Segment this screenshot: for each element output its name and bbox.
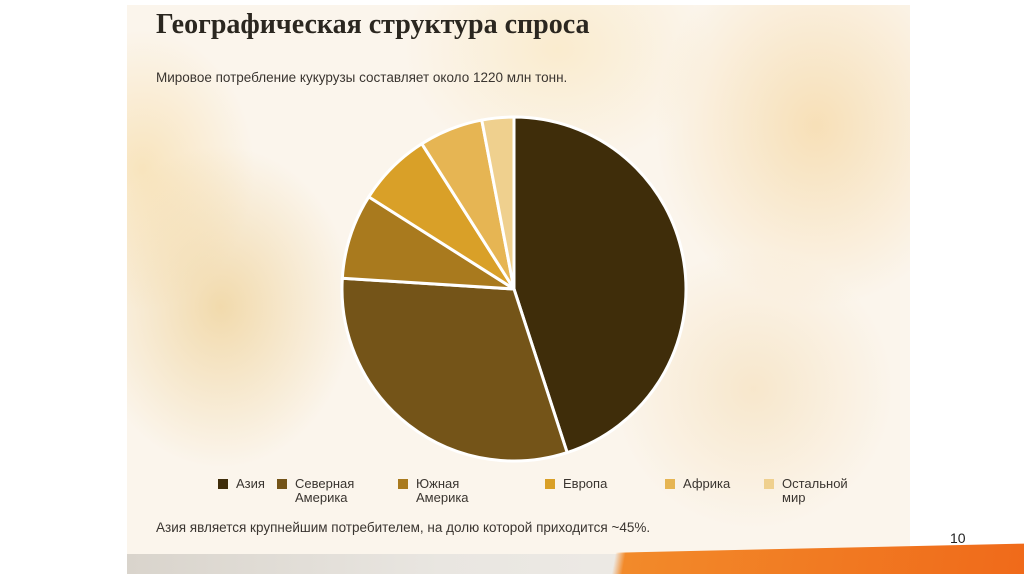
legend-label: Африка xyxy=(683,476,731,491)
legend-label-line2: Америка xyxy=(416,490,469,505)
slide-subtitle: Мировое потребление кукурузы составляет … xyxy=(156,70,568,85)
legend-swatch xyxy=(545,479,555,489)
legend-swatch xyxy=(277,479,287,489)
legend-label: Остальной xyxy=(782,476,848,491)
legend-label: Азия xyxy=(236,476,265,491)
legend-swatch xyxy=(764,479,774,489)
pie-slice-0 xyxy=(512,115,688,455)
legend-swatch xyxy=(665,479,675,489)
page-number: 10 xyxy=(950,530,966,546)
legend-label: Южная xyxy=(416,476,460,491)
slide: Географическая структура спроса Мировое … xyxy=(127,5,910,554)
pie-slice-5 xyxy=(480,115,516,291)
legend-label: Европа xyxy=(563,476,608,491)
pie-slice-1 xyxy=(340,276,569,463)
legend-swatch xyxy=(218,479,228,489)
legend-label-line2: мир xyxy=(782,490,806,505)
pie-chart xyxy=(340,115,688,463)
slide-note: Азия является крупнейшим потребителем, н… xyxy=(156,520,651,535)
slide-title: Географическая структура спроса xyxy=(156,9,590,40)
legend-label-line2: Америка xyxy=(295,490,348,505)
legend-swatch xyxy=(398,479,408,489)
legend-label: Северная xyxy=(295,476,355,491)
